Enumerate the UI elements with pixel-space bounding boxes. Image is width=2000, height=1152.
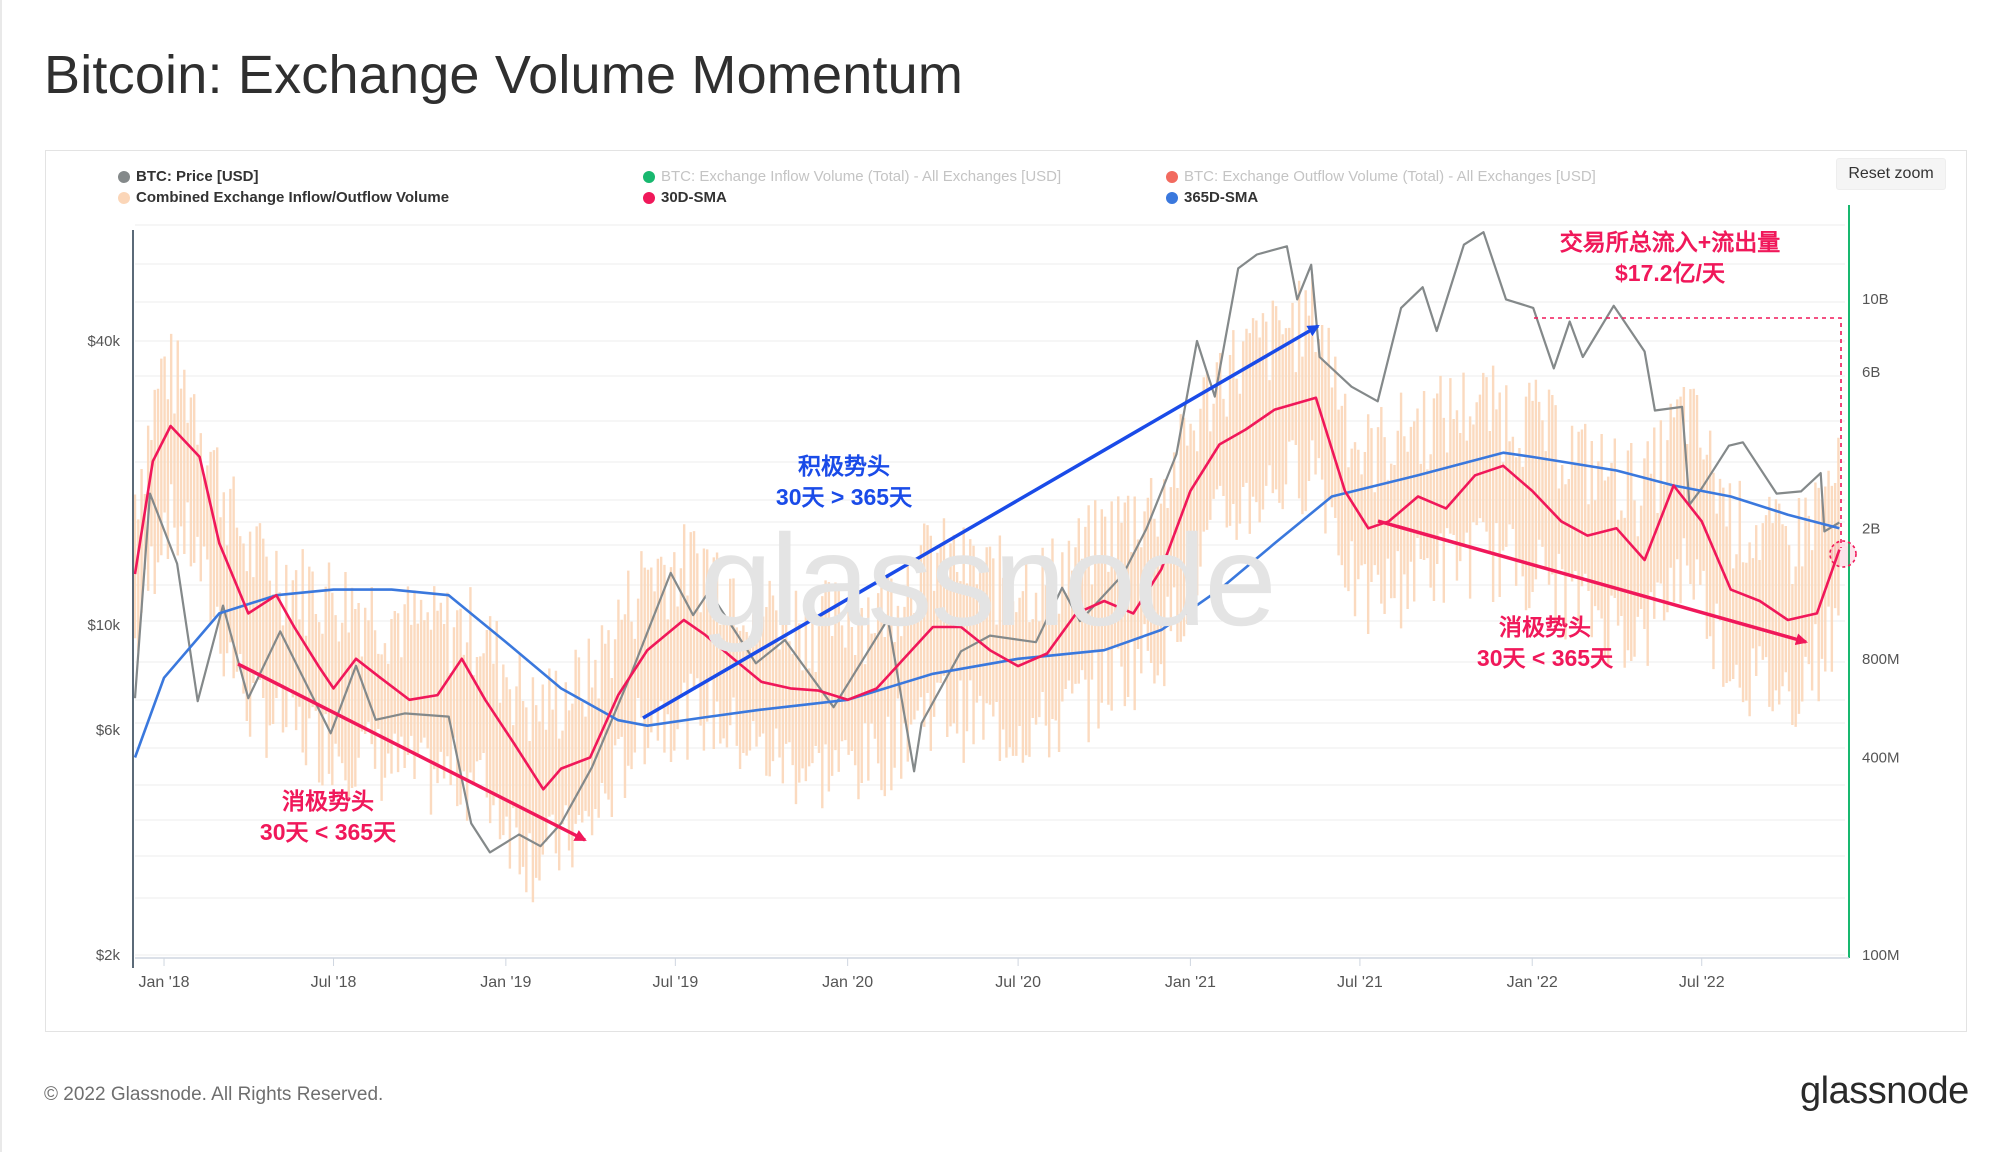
page-left-rule (0, 0, 2, 1152)
x-tick-label: Jan '18 (138, 974, 189, 991)
annotation-positive-momentum: 积极势头 30天 > 365天 (744, 451, 944, 513)
annotation-line: 30天 < 365天 (259, 819, 397, 845)
legend-item-combined[interactable]: Combined Exchange Inflow/Outflow Volume (118, 189, 449, 206)
legend-label: BTC: Price [USD] (136, 168, 259, 185)
y-left-tick-label: $6k (96, 722, 121, 739)
x-tick-label: Jul '19 (652, 974, 698, 991)
annotation-negative-momentum-1: 消极势头 30天 < 365天 (228, 786, 428, 848)
legend-dot (643, 191, 655, 204)
price-line (133, 231, 1840, 854)
negative-momentum-arrow-1 (237, 662, 587, 842)
legend-item-outflow[interactable]: BTC: Exchange Outflow Volume (Total) - A… (1166, 168, 1596, 185)
legend-dot (1166, 191, 1178, 204)
legend-dot (118, 191, 130, 204)
legend-item-365d-sma[interactable]: 365D-SMA (1166, 189, 1258, 206)
legend-item-price[interactable]: BTC: Price [USD] (118, 168, 259, 185)
sma-30d-line (133, 396, 1841, 791)
legend-dot (643, 170, 655, 183)
axes: $2k $6k $10k $40k 100M 400M 800M 2B 6B 10B Jan '18… (87, 205, 1900, 991)
legend-dot (118, 170, 130, 183)
annotation-line: 30天 < 365天 (1476, 645, 1614, 671)
positive-momentum-arrow (642, 324, 1320, 720)
annotation-line: 30天 > 365天 (775, 484, 913, 510)
y-right-tick-label: 2B (1862, 520, 1880, 537)
x-tick-label: Jul '20 (995, 974, 1041, 991)
annotation-line: 消极势头 (1499, 614, 1591, 640)
y-left-tick-label: $40k (87, 333, 120, 350)
legend-label: Combined Exchange Inflow/Outflow Volume (136, 189, 450, 206)
negative-momentum-arrow-2 (1377, 519, 1808, 646)
series-lines (133, 231, 1841, 854)
legend-dot (1166, 170, 1178, 183)
total-volume-dashed-guide (1534, 317, 1842, 548)
y-left-tick-label: $10k (87, 617, 120, 634)
x-tick-label: Jul '22 (1679, 974, 1725, 991)
legend-label: BTC: Exchange Inflow Volume (Total) - Al… (661, 168, 1062, 185)
legend-label: 365D-SMA (1184, 189, 1259, 206)
annotation-graphics (237, 317, 1857, 842)
footer-logo: glassnode (1800, 1070, 1969, 1112)
y-right-tick-label: 100M (1862, 947, 1900, 964)
annotation-negative-momentum-2: 消极势头 30天 < 365天 (1445, 612, 1645, 674)
page-title: Bitcoin: Exchange Volume Momentum (44, 45, 964, 105)
y-left-tick-label: $2k (96, 947, 121, 964)
legend-item-inflow[interactable]: BTC: Exchange Inflow Volume (Total) - Al… (643, 168, 1061, 185)
annotation-line: 积极势头 (798, 453, 890, 479)
y-right-tick-label: 6B (1862, 364, 1880, 381)
volume-bars (133, 274, 1840, 903)
annotation-total-volume: 交易所总流入+流出量 $17.2亿/天 (1530, 227, 1810, 289)
x-tick-label: Jan '20 (822, 974, 873, 991)
footer-copyright: © 2022 Glassnode. All Rights Reserved. (44, 1084, 384, 1105)
annotation-line: 交易所总流入+流出量 (1559, 229, 1781, 255)
legend-label: 30D-SMA (661, 189, 727, 206)
reset-zoom-button[interactable]: Reset zoom (1836, 158, 1946, 190)
x-tick-label: Jan '19 (480, 974, 531, 991)
legend-item-30d-sma[interactable]: 30D-SMA (643, 189, 727, 206)
annotation-line: $17.2亿/天 (1615, 260, 1725, 286)
annotation-line: 消极势头 (282, 788, 374, 814)
y-right-tick-label: 800M (1862, 651, 1900, 668)
legend-label: BTC: Exchange Outflow Volume (Total) - A… (1184, 168, 1596, 185)
sma-365d-line (133, 451, 1840, 758)
x-tick-label: Jan '22 (1507, 974, 1558, 991)
current-value-marker (1829, 540, 1857, 568)
y-right-tick-label: 10B (1862, 291, 1889, 308)
x-tick-label: Jan '21 (1165, 974, 1216, 991)
x-tick-label: Jul '18 (311, 974, 357, 991)
x-tick-label: Jul '21 (1337, 974, 1383, 991)
y-right-tick-label: 400M (1862, 750, 1900, 767)
